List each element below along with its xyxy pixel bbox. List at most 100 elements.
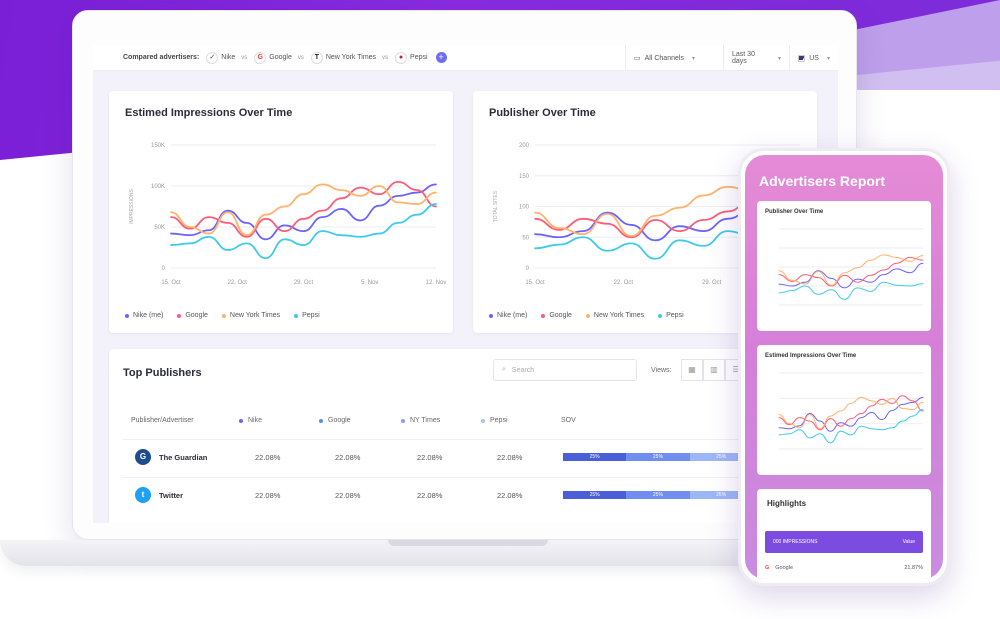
advertiser-name: Pepsi (410, 54, 428, 61)
date-range-dropdown[interactable]: Last 30 days ▾ (723, 45, 789, 71)
share-value: 22.08% (497, 453, 523, 462)
advertiser-chip[interactable]: ✓ Nike (206, 51, 236, 64)
search-placeholder: Search (511, 366, 535, 374)
share-value: 22.08% (255, 453, 281, 462)
x-tick-label: 5. Nov (361, 280, 378, 286)
advertiser-chip[interactable]: T New York Times (310, 51, 377, 64)
series-line-pepsi (778, 281, 924, 300)
nike-logo-icon: ✓ (206, 51, 219, 64)
sov-bar: 25% 25% 25% (563, 491, 753, 499)
publisher-name: Twitter (159, 491, 184, 500)
y-tick-label: 200 (519, 143, 530, 149)
y-tick-label: 150K (151, 143, 165, 149)
phone-highlights-card: Highlights 000 IMPRESSIONS Value G Googl… (757, 489, 931, 579)
y-tick-label: 0 (526, 266, 530, 272)
mini-publisher-chart (778, 228, 924, 306)
y-tick-label: 150 (519, 174, 530, 180)
y-tick-label: 50 (522, 235, 529, 241)
series-line-new-york-times (170, 183, 437, 237)
mini-chart-title: Publisher Over Time (765, 209, 824, 215)
col-header-google[interactable]: Google (319, 417, 351, 424)
us-flag-icon (798, 54, 806, 62)
highlights-title: Highlights (767, 499, 807, 508)
mini-chart-title: Estimed Impressions Over Time (765, 353, 857, 359)
advertiser-name: Nike (221, 54, 236, 61)
sov-segment: 25% (689, 491, 753, 499)
publisher-name: The Guardian (159, 453, 208, 462)
nyt-logo-icon: T (310, 51, 323, 64)
col-header-nytimes[interactable]: NY Times (401, 417, 440, 424)
twitter-logo-icon: t (135, 487, 151, 503)
chart-title: Publisher Over Time (489, 107, 596, 119)
x-tick-label: 29. Oct (294, 280, 314, 286)
series-line-google (170, 180, 437, 238)
chart-legend: Nike (me) Google New York Times Pepsi (125, 312, 320, 319)
channels-value: All Channels (644, 54, 684, 62)
x-tick-label: 15. Oct (161, 280, 181, 286)
chevron-down-icon: ▾ (691, 55, 695, 62)
vs-separator: vs (241, 54, 248, 61)
sov-bar: 25% 25% 25% (563, 453, 753, 461)
y-tick-label: 100 (519, 205, 530, 211)
col-header-pepsi[interactable]: Pepsi (481, 417, 508, 424)
advertiser-chip[interactable]: ● Pepsi (395, 51, 428, 64)
phone-frame: Advertisers Report Publisher Over Time E… (738, 148, 950, 586)
legend-item-pepsi[interactable]: Pepsi (294, 312, 320, 319)
legend-item-nyt[interactable]: New York Times (585, 312, 644, 319)
advertiser-name: New York Times (325, 54, 377, 61)
share-value: 22.08% (255, 491, 281, 500)
x-tick-label: 22. Oct (614, 280, 634, 286)
highlight-row-value: 21.87% (904, 565, 923, 571)
series-line-nike-me- (778, 262, 924, 289)
y-tick-label: 0 (162, 266, 166, 272)
legend-item-nyt[interactable]: New York Times (221, 312, 280, 319)
x-tick-label: 12. Nov (426, 280, 447, 286)
pepsi-logo-icon: ● (395, 51, 408, 64)
legend-item-google[interactable]: Google (177, 312, 208, 319)
views-label: Views: (651, 367, 672, 374)
phone-report-title: Advertisers Report (759, 173, 886, 189)
series-line-nike-me- (778, 396, 924, 432)
highlight-row[interactable]: G Google 21.87% (765, 559, 923, 577)
legend-item-nike[interactable]: Nike (me) (489, 312, 527, 319)
grid-view-button[interactable]: ▦ (681, 359, 703, 381)
table-row[interactable]: G The Guardian 22.08% 22.08% 22.08% 22.08% 25%… (123, 439, 753, 475)
legend-item-nike[interactable]: Nike (me) (125, 312, 163, 319)
highlight-impressions-bar[interactable]: 000 IMPRESSIONS Value (765, 531, 923, 553)
add-advertiser-button[interactable]: + (435, 52, 447, 63)
dashboard-screen: Compared advertisers: ✓ Nike vs G Google vs T N… (93, 45, 838, 523)
vs-separator: vs (297, 54, 304, 61)
phone-impressions-chart-card: Estimed Impressions Over Time (757, 345, 931, 475)
chevron-down-icon: ▾ (777, 55, 781, 62)
impressions-chart-card: Estimed Impressions Over Time 0 50K 100K 15… (109, 91, 453, 333)
series-line-new-york-times (778, 254, 924, 286)
chart-view-button[interactable]: ▥ (703, 359, 725, 381)
share-value: 22.08% (335, 491, 361, 500)
x-tick-label: 22. Oct (228, 280, 248, 286)
country-dropdown[interactable]: US ▾ (789, 45, 838, 71)
advertiser-name: Google (269, 54, 292, 61)
table-row[interactable]: t Twitter 22.08% 22.08% 22.08% 22.08% 25% 25% 25… (123, 477, 753, 513)
series-line-google (778, 395, 924, 431)
x-tick-label: 15. Oct (525, 280, 545, 286)
search-input[interactable]: ⌕ Search (493, 359, 637, 381)
series-line-new-york-times (778, 396, 924, 430)
col-header-sov[interactable]: SOV (561, 417, 576, 424)
top-publishers-card: Top Publishers ⌕ Search Views: ▦ ▥ ☰ Pub… (109, 349, 829, 523)
section-title: Top Publishers (123, 367, 202, 379)
share-value: 22.08% (335, 453, 361, 462)
sov-segment: 25% (563, 491, 627, 499)
highlight-bar-value: Value (902, 539, 915, 545)
channels-dropdown[interactable]: ▭ All Channels ▾ (625, 45, 723, 71)
mini-impressions-chart (778, 372, 924, 450)
highlight-bar-text: 000 IMPRESSIONS (773, 539, 818, 545)
chevron-down-icon: ▾ (826, 55, 830, 62)
sov-segment: 25% (689, 453, 753, 461)
legend-item-google[interactable]: Google (541, 312, 572, 319)
col-header-nike[interactable]: Nike (239, 417, 262, 424)
advertiser-chip[interactable]: G Google (254, 51, 292, 64)
series-line-google (778, 256, 924, 287)
legend-item-pepsi[interactable]: Pepsi (658, 312, 684, 319)
sov-segment: 25% (626, 491, 690, 499)
